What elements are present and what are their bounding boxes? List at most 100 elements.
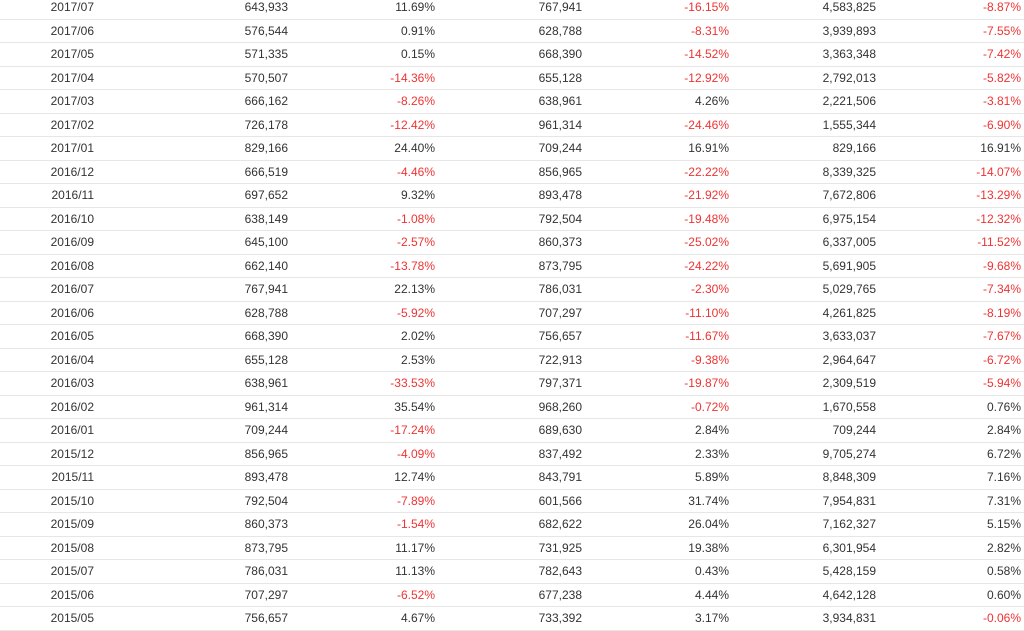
table-row: 2017/03 666,162 -8.26% 638,961 4.26% 2,221,50… bbox=[0, 90, 1024, 114]
change-1-cell: 11.13% bbox=[395, 564, 435, 579]
value-1-cell: 570,507 bbox=[244, 70, 288, 85]
month-cell: 2016/04 bbox=[50, 352, 94, 367]
month-cell: 2016/01 bbox=[50, 423, 94, 438]
change-1-cell: 0.91% bbox=[400, 23, 435, 38]
value-3-cell: 3,363,348 bbox=[822, 47, 876, 62]
change-2-cell: -24.22% bbox=[684, 258, 729, 273]
change-2-cell: 19.38% bbox=[688, 540, 729, 555]
change-2-cell: -24.46% bbox=[684, 117, 729, 132]
value-2-cell: 707,297 bbox=[538, 305, 582, 320]
change-2-cell: 3.17% bbox=[694, 611, 729, 626]
change-1-cell: 11.69% bbox=[395, 0, 435, 15]
change-2-cell: -14.52% bbox=[684, 47, 729, 62]
change-1-cell: -5.92% bbox=[396, 305, 435, 320]
change-2-cell: 0.43% bbox=[694, 564, 729, 579]
table-row: 2016/12 666,519 -4.46% 856,965 -22.22% 8,339,… bbox=[0, 161, 1024, 184]
month-cell: 2016/10 bbox=[50, 211, 94, 226]
change-1-cell: 11.17% bbox=[395, 540, 435, 555]
table-row: 2015/12 856,965 -4.09% 837,492 2.33% 9,705,27… bbox=[0, 443, 1024, 466]
change-1-cell: -14.36% bbox=[390, 70, 435, 85]
table-row: 2017/04 570,507 -14.36% 655,128 -12.92% 2,792… bbox=[0, 67, 1024, 90]
value-1-cell: 638,149 bbox=[244, 211, 288, 226]
value-3-cell: 709,244 bbox=[832, 423, 876, 438]
value-3-cell: 829,166 bbox=[832, 141, 876, 156]
change-1-cell: 12.74% bbox=[394, 470, 435, 485]
value-3-cell: 3,633,037 bbox=[822, 329, 876, 344]
change-2-cell: -19.87% bbox=[684, 376, 729, 391]
change-2-cell: 26.04% bbox=[688, 517, 729, 532]
value-2-cell: 733,392 bbox=[538, 611, 582, 626]
value-3-cell: 2,309,519 bbox=[822, 376, 876, 391]
table-row: 2015/10 792,504 -7.89% 601,566 31.74% 7,954,8… bbox=[0, 490, 1024, 513]
change-2-cell: -19.48% bbox=[684, 211, 729, 226]
month-cell: 2016/09 bbox=[50, 235, 94, 250]
change-1-cell: 24.40% bbox=[394, 141, 435, 156]
month-cell: 2017/05 bbox=[50, 47, 94, 62]
change-2-cell: -21.92% bbox=[684, 188, 729, 203]
value-3-cell: 5,691,905 bbox=[822, 258, 876, 273]
month-cell: 2015/08 bbox=[50, 540, 94, 555]
change-3-cell: 2.84% bbox=[986, 423, 1021, 438]
month-cell: 2016/05 bbox=[50, 329, 94, 344]
change-3-cell: 2.82% bbox=[986, 540, 1021, 555]
table-row: 2016/02 961,314 35.54% 968,260 -0.72% 1,670,5… bbox=[0, 396, 1024, 419]
change-3-cell: 0.60% bbox=[986, 587, 1021, 602]
month-cell: 2015/12 bbox=[50, 446, 94, 461]
table-row: 2016/01 709,244 -17.24% 689,630 2.84% 709,244… bbox=[0, 419, 1024, 443]
change-3-cell: 6.72% bbox=[986, 446, 1021, 461]
change-1-cell: 2.02% bbox=[400, 329, 435, 344]
value-2-cell: 677,238 bbox=[538, 587, 582, 602]
value-3-cell: 8,848,309 bbox=[822, 470, 876, 485]
month-cell: 2017/03 bbox=[50, 94, 94, 109]
change-1-cell: -4.09% bbox=[396, 446, 435, 461]
value-3-cell: 4,261,825 bbox=[822, 305, 876, 320]
table-row: 2016/09 645,100 -2.57% 860,373 -25.02% 6,337,… bbox=[0, 231, 1024, 255]
change-3-cell: 0.76% bbox=[986, 399, 1021, 414]
value-3-cell: 4,583,825 bbox=[822, 0, 876, 15]
value-1-cell: 662,140 bbox=[244, 258, 288, 273]
value-3-cell: 6,301,954 bbox=[822, 540, 876, 555]
table-row: 2015/06 707,297 -6.52% 677,238 4.44% 4,642,12… bbox=[0, 584, 1024, 607]
value-2-cell: 756,657 bbox=[538, 329, 582, 344]
value-1-cell: 571,335 bbox=[244, 47, 288, 62]
value-3-cell: 1,555,344 bbox=[822, 117, 876, 132]
value-2-cell: 837,492 bbox=[538, 446, 582, 461]
change-1-cell: 9.32% bbox=[400, 188, 435, 203]
value-2-cell: 856,965 bbox=[538, 164, 582, 179]
value-2-cell: 601,566 bbox=[538, 493, 582, 508]
change-3-cell: -11.52% bbox=[977, 235, 1021, 250]
change-3-cell: -8.87% bbox=[982, 0, 1021, 15]
month-cell: 2017/07 bbox=[50, 0, 94, 15]
change-2-cell: 4.26% bbox=[694, 94, 729, 109]
change-3-cell: -7.34% bbox=[982, 282, 1021, 297]
month-cell: 2016/11 bbox=[51, 188, 95, 203]
change-3-cell: -6.72% bbox=[982, 352, 1021, 367]
month-cell: 2016/03 bbox=[50, 376, 94, 391]
value-2-cell: 628,788 bbox=[538, 23, 582, 38]
change-1-cell: -17.24% bbox=[390, 423, 435, 438]
value-2-cell: 767,941 bbox=[538, 0, 582, 15]
value-2-cell: 843,791 bbox=[538, 470, 582, 485]
change-3-cell: 5.15% bbox=[986, 517, 1021, 532]
value-1-cell: 829,166 bbox=[244, 141, 288, 156]
change-2-cell: -2.30% bbox=[690, 282, 729, 297]
change-2-cell: 31.74% bbox=[688, 493, 729, 508]
month-cell: 2015/06 bbox=[50, 587, 94, 602]
table-row: 2015/07 786,031 11.13% 782,643 0.43% 5,428,15… bbox=[0, 560, 1024, 584]
value-1-cell: 726,178 bbox=[244, 117, 288, 132]
value-1-cell: 668,390 bbox=[244, 329, 288, 344]
value-1-cell: 645,100 bbox=[244, 235, 288, 250]
value-3-cell: 2,792,013 bbox=[822, 70, 876, 85]
value-3-cell: 2,964,647 bbox=[822, 352, 876, 367]
change-2-cell: -0.72% bbox=[690, 399, 729, 414]
change-3-cell: -0.06% bbox=[982, 611, 1021, 626]
value-3-cell: 7,672,806 bbox=[822, 188, 876, 203]
value-2-cell: 873,795 bbox=[538, 258, 582, 273]
value-1-cell: 893,478 bbox=[244, 470, 288, 485]
table-row: 2016/05 668,390 2.02% 756,657 -11.67% 3,633,0… bbox=[0, 325, 1024, 349]
value-3-cell: 7,954,831 bbox=[822, 493, 876, 508]
table-row: 2017/06 576,544 0.91% 628,788 -8.31% 3,939,89… bbox=[0, 20, 1024, 43]
change-3-cell: -7.42% bbox=[982, 47, 1021, 62]
change-2-cell: 16.91% bbox=[688, 141, 729, 156]
table-row: 2016/04 655,128 2.53% 722,913 -9.38% 2,964,64… bbox=[0, 349, 1024, 372]
